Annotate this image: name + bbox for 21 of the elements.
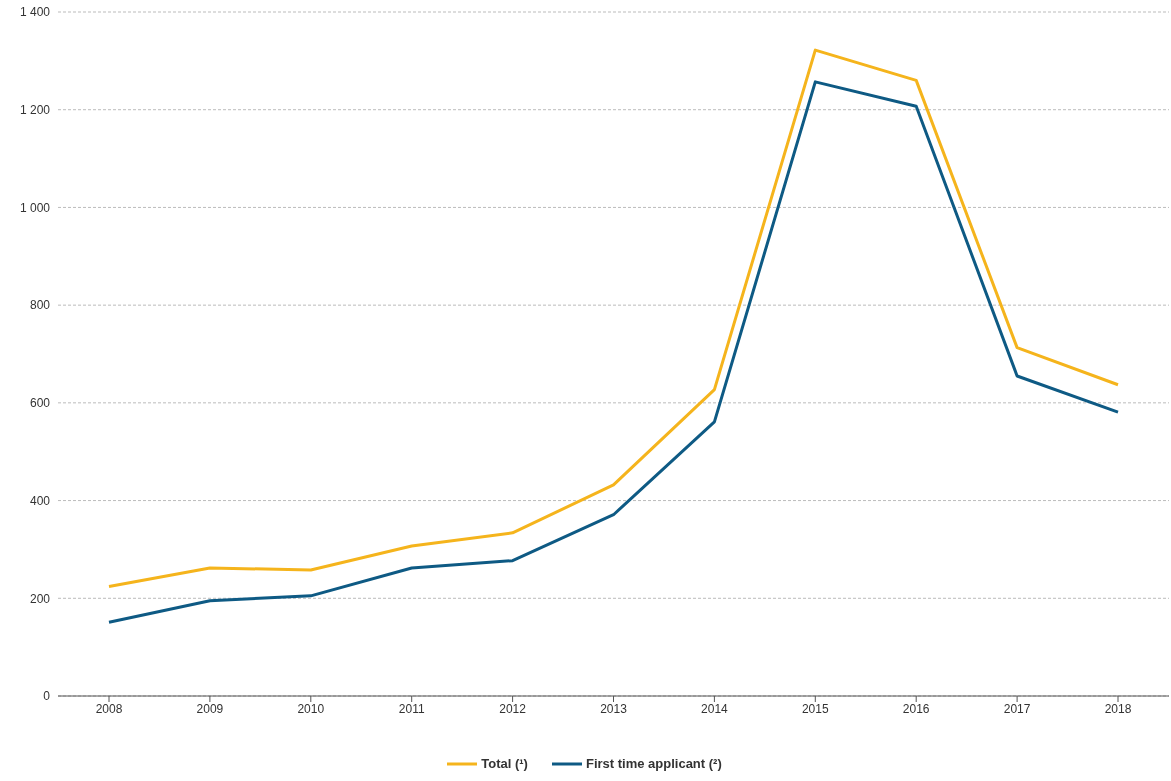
y-tick-label: 600	[29, 396, 51, 411]
x-tick-label: 2018	[1104, 701, 1132, 716]
x-tick-label: 2015	[801, 701, 829, 716]
y-tick-label: 400	[29, 493, 51, 508]
y-tick-label: 1 000	[19, 200, 51, 215]
legend-label: Total (¹)	[481, 756, 528, 771]
y-tick-label: 200	[29, 591, 51, 606]
x-tick-label: 2017	[1003, 701, 1031, 716]
x-tick-label: 2009	[196, 701, 224, 716]
y-tick-label: 0	[43, 689, 51, 704]
x-tick-label: 2011	[398, 701, 425, 716]
x-tick-label: 2012	[499, 701, 527, 716]
x-tick-label: 2008	[95, 701, 123, 716]
x-tick-label: 2016	[902, 701, 930, 716]
y-tick-label: 1 400	[19, 5, 51, 20]
y-tick-label: 1 200	[19, 102, 51, 117]
x-tick-label: 2014	[701, 701, 729, 716]
y-tick-label: 800	[29, 298, 51, 313]
x-tick-label: 2010	[297, 701, 325, 716]
x-tick-label: 2013	[600, 701, 628, 716]
legend-label: First time applicant (²)	[585, 756, 722, 771]
